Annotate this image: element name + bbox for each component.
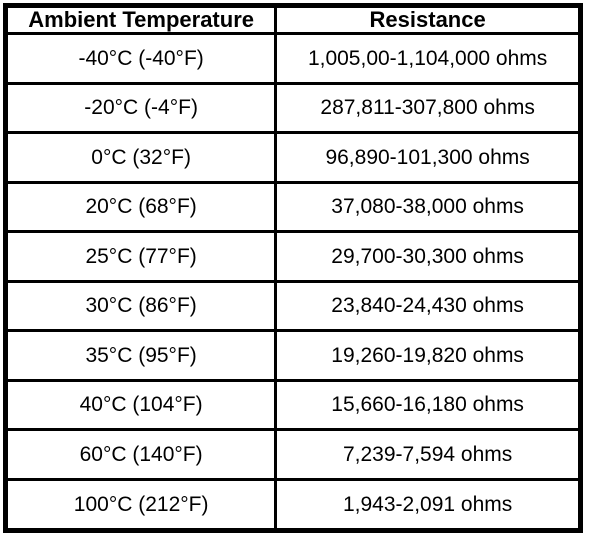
temperature-cell: 40°C (104°F) <box>3 378 278 432</box>
header-row: Ambient Temperature Resistance <box>3 3 582 36</box>
header-resistance: Resistance <box>274 3 582 36</box>
table-row: 35°C (95°F) 19,260-19,820 ohms <box>3 329 582 382</box>
temperature-cell: 0°C (32°F) <box>3 131 278 184</box>
table-row: 30°C (86°F) 23,840-24,430 ohms <box>3 279 582 333</box>
table-row: 20°C (68°F) 37,080-38,000 ohms <box>3 180 582 234</box>
table-row: 100°C (212°F) 1,943-2,091 ohms <box>3 477 582 533</box>
temperature-cell: -20°C (-4°F) <box>3 81 278 135</box>
temperature-cell: 60°C (140°F) <box>3 428 278 481</box>
temperature-cell: 20°C (68°F) <box>3 180 278 234</box>
resistance-cell: 19,260-19,820 ohms <box>274 329 582 382</box>
table-row: -20°C (-4°F) 287,811-307,800 ohms <box>3 81 582 135</box>
temperature-cell: 30°C (86°F) <box>3 279 278 333</box>
resistance-cell: 96,890-101,300 ohms <box>274 131 582 184</box>
resistance-cell: 15,660-16,180 ohms <box>274 378 582 432</box>
resistance-cell: 37,080-38,000 ohms <box>274 180 582 234</box>
table-row: 0°C (32°F) 96,890-101,300 ohms <box>3 131 582 184</box>
table-row: 60°C (140°F) 7,239-7,594 ohms <box>3 428 582 481</box>
resistance-cell: 7,239-7,594 ohms <box>274 428 582 481</box>
temperature-cell: 100°C (212°F) <box>3 477 278 533</box>
resistance-cell: 1,943-2,091 ohms <box>274 477 582 533</box>
resistance-cell: 23,840-24,430 ohms <box>274 279 582 333</box>
temperature-cell: 35°C (95°F) <box>3 329 278 382</box>
table-row: 25°C (77°F) 29,700-30,300 ohms <box>3 230 582 283</box>
resistance-cell: 29,700-30,300 ohms <box>274 230 582 283</box>
table-row: -40°C (-40°F) 1,005,00-1,104,000 ohms <box>3 32 582 85</box>
resistance-cell: 1,005,00-1,104,000 ohms <box>274 32 582 85</box>
resistance-temperature-table: Ambient Temperature Resistance -40°C (-4… <box>3 3 583 533</box>
header-ambient-temperature: Ambient Temperature <box>3 3 278 36</box>
temperature-cell: -40°C (-40°F) <box>3 32 278 85</box>
resistance-cell: 287,811-307,800 ohms <box>274 81 582 135</box>
table-row: 40°C (104°F) 15,660-16,180 ohms <box>3 378 582 432</box>
temperature-cell: 25°C (77°F) <box>3 230 278 283</box>
